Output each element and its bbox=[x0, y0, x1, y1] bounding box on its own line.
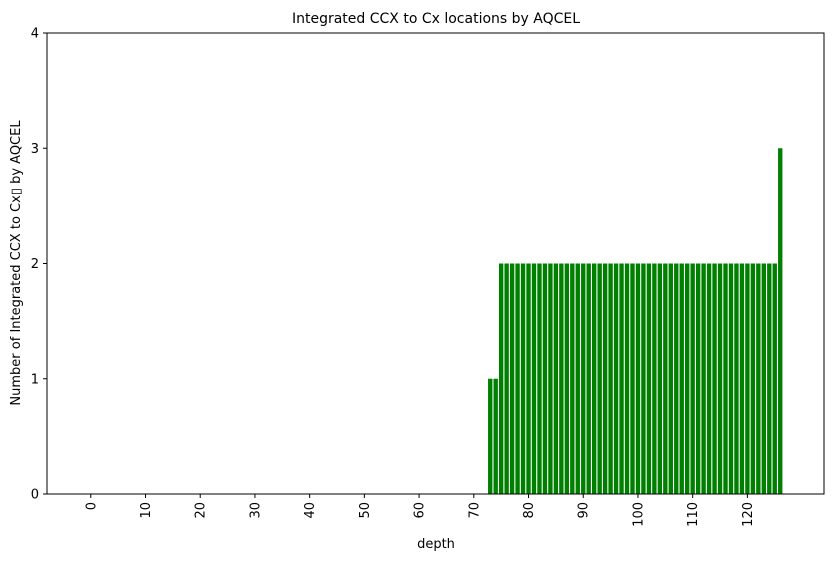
bar-depth-82 bbox=[537, 263, 542, 494]
bar-depth-75 bbox=[498, 263, 504, 494]
bar-depth-109 bbox=[685, 263, 690, 494]
bar-depth-92 bbox=[591, 263, 597, 494]
x-tick-label: 30 bbox=[248, 502, 263, 519]
bar-depth-116 bbox=[723, 263, 728, 494]
bar-depth-95 bbox=[608, 263, 613, 494]
bar-depth-120 bbox=[745, 263, 750, 494]
bar-depth-93 bbox=[597, 263, 602, 494]
bar-depth-91 bbox=[586, 263, 591, 494]
bar-depth-108 bbox=[679, 263, 684, 494]
bar-depth-118 bbox=[734, 263, 739, 494]
y-tick-label: 0 bbox=[31, 488, 39, 503]
bar-depth-87 bbox=[564, 263, 570, 494]
bar-depth-103 bbox=[652, 263, 657, 494]
bar-depth-117 bbox=[728, 263, 734, 494]
bars-layer bbox=[488, 148, 783, 494]
bar-depth-74 bbox=[493, 378, 498, 494]
bar-depth-85 bbox=[553, 263, 559, 494]
bar-depth-97 bbox=[619, 263, 624, 494]
bar-depth-81 bbox=[531, 263, 537, 494]
bar-depth-125 bbox=[772, 263, 777, 494]
y-tick-label: 2 bbox=[31, 257, 39, 272]
x-tick-label: 80 bbox=[522, 502, 537, 519]
bar-depth-126 bbox=[778, 148, 783, 494]
x-tick-label: 50 bbox=[358, 502, 373, 519]
bar-depth-122 bbox=[756, 263, 761, 494]
x-tick-label: 60 bbox=[413, 502, 428, 519]
x-tick-label: 90 bbox=[577, 502, 592, 519]
y-tick-label: 3 bbox=[31, 142, 39, 157]
bar-depth-99 bbox=[630, 263, 635, 494]
bar-depth-83 bbox=[542, 263, 548, 494]
bar-depth-73 bbox=[488, 378, 493, 494]
y-tick-label: 1 bbox=[31, 372, 39, 387]
bar-depth-94 bbox=[602, 263, 608, 494]
bar-depth-84 bbox=[548, 263, 553, 494]
bar-depth-89 bbox=[575, 263, 580, 494]
bar-depth-78 bbox=[515, 263, 520, 494]
bar-depth-101 bbox=[641, 263, 646, 494]
bar-depth-102 bbox=[646, 263, 652, 494]
x-tick-label: 10 bbox=[139, 502, 154, 519]
x-tick-label: 0 bbox=[84, 502, 99, 510]
bar-depth-77 bbox=[509, 263, 515, 494]
bar-depth-106 bbox=[668, 263, 673, 494]
bar-depth-105 bbox=[663, 263, 668, 494]
bar-depth-113 bbox=[706, 263, 712, 494]
bar-depth-100 bbox=[635, 263, 641, 494]
x-tick-label: 120 bbox=[741, 502, 756, 527]
y-tick-label: 4 bbox=[31, 27, 39, 42]
x-tick-label: 110 bbox=[686, 502, 701, 527]
bar-depth-124 bbox=[767, 263, 772, 494]
bar-depth-114 bbox=[712, 263, 717, 494]
bar-depth-79 bbox=[520, 263, 526, 494]
bar-depth-86 bbox=[559, 263, 564, 494]
bar-depth-107 bbox=[674, 263, 679, 494]
x-axis: 0 10 20 30 40 50 60 70 80 90 100 110 120 bbox=[84, 494, 756, 527]
bar-depth-104 bbox=[657, 263, 663, 494]
x-tick-label: 70 bbox=[467, 502, 482, 519]
bar-depth-110 bbox=[690, 263, 695, 494]
x-tick-label: 20 bbox=[194, 502, 209, 519]
bar-depth-119 bbox=[739, 263, 745, 494]
bar-depth-98 bbox=[624, 263, 630, 494]
bar-depth-88 bbox=[570, 263, 575, 494]
bar-depth-123 bbox=[761, 263, 766, 494]
bar-depth-111 bbox=[695, 263, 701, 494]
bar-depth-121 bbox=[750, 263, 756, 494]
x-tick-label: 40 bbox=[303, 502, 318, 519]
bar-depth-80 bbox=[526, 263, 531, 494]
bar-depth-90 bbox=[581, 263, 586, 494]
y-axis-label: Number of Integrated CCX to Cx▯ by AQCEL bbox=[9, 120, 24, 406]
bar-depth-115 bbox=[717, 263, 723, 494]
bar-depth-96 bbox=[613, 263, 619, 494]
x-axis-label: depth bbox=[417, 537, 455, 552]
chart-title: Integrated CCX to Cx locations by AQCEL bbox=[292, 11, 580, 27]
y-axis: 0 1 2 3 4 bbox=[31, 27, 47, 503]
bar-depth-76 bbox=[504, 263, 509, 494]
bar-depth-112 bbox=[701, 263, 706, 494]
x-tick-label: 100 bbox=[631, 502, 646, 527]
